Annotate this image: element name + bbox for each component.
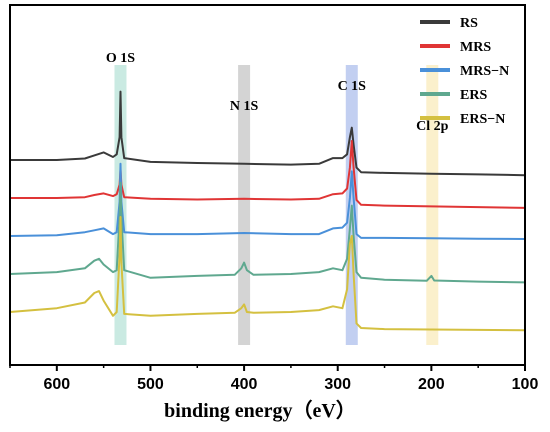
x-tick-label: 400 xyxy=(231,376,258,393)
legend: RS MRS MRS−N ERS ERS−N xyxy=(420,16,509,127)
x-tick-label: 300 xyxy=(324,376,351,393)
x-axis-title: binding energy（eV） xyxy=(164,399,356,422)
x-tick-label: 500 xyxy=(137,376,164,393)
band-annotations: O 1S N 1S C 1S Cl 2p xyxy=(106,51,449,134)
label-o-1s: O 1S xyxy=(106,51,135,66)
x-tick-label: 600 xyxy=(43,376,70,393)
x-axis-ticks: 600 500 400 300 200 100 xyxy=(9,365,539,393)
series-line-ers xyxy=(9,181,526,284)
plot-frame xyxy=(9,4,526,366)
spectra-lines xyxy=(9,90,526,332)
legend-label: MRS−N xyxy=(460,64,509,79)
series-line-mrs xyxy=(10,140,526,209)
legend-label: ERS xyxy=(460,88,487,103)
series-line-ers-n xyxy=(9,216,526,332)
label-cl-2p: Cl 2p xyxy=(416,119,449,134)
legend-label: RS xyxy=(460,16,478,31)
series-line-rs xyxy=(10,90,526,177)
series-line-mrs-n xyxy=(9,162,526,240)
x-tick-label: 100 xyxy=(512,376,539,393)
label-n-1s: N 1S xyxy=(230,99,259,114)
band-n-1s xyxy=(238,65,251,345)
legend-label: ERS−N xyxy=(460,112,505,127)
legend-label: MRS xyxy=(460,40,491,55)
label-c-1s: C 1S xyxy=(338,79,367,94)
band-cl-2p xyxy=(426,65,439,345)
x-tick-label: 200 xyxy=(418,376,445,393)
